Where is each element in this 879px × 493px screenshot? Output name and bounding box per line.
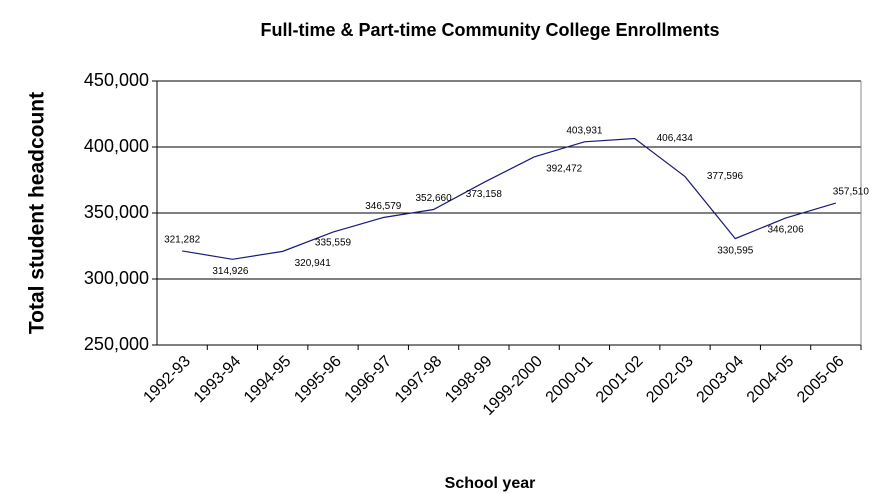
y-tick-label: 450,000 [84, 70, 149, 90]
value-label: 373,158 [466, 189, 503, 200]
value-label: 321,282 [164, 235, 201, 246]
x-tick-label: 1994-95 [241, 353, 295, 407]
value-label: 357,510 [833, 187, 870, 198]
x-tick-label: 2002-03 [643, 353, 697, 407]
value-label: 406,434 [657, 133, 694, 144]
x-tick-label: 2000-01 [543, 353, 597, 407]
line [182, 137, 837, 260]
value-label: 314,926 [212, 266, 249, 277]
x-tick-label: 1992-93 [140, 353, 194, 407]
value-label: 330,595 [717, 245, 754, 256]
y-tick-label: 300,000 [84, 268, 149, 288]
y-axis-title: Total student headcount [26, 92, 49, 334]
x-tick-label: 1997-98 [392, 353, 446, 407]
value-label: 403,931 [566, 125, 603, 136]
value-label: 377,596 [707, 171, 744, 182]
y-tick-label: 350,000 [84, 202, 149, 222]
x-tick-label: 2004-05 [744, 353, 798, 407]
value-label: 392,472 [546, 164, 583, 175]
x-tick-label: 1993-94 [191, 353, 245, 407]
x-tick-label: 2003-04 [694, 353, 748, 407]
x-axis-title: School year [445, 475, 536, 492]
value-label: 352,660 [415, 193, 452, 204]
value-label: 346,206 [767, 225, 804, 236]
chart-title: Full-time & Part-time Community College … [260, 20, 719, 40]
value-label: 346,579 [365, 201, 402, 212]
value-label: 335,559 [315, 238, 352, 249]
x-tick-label: 2005-06 [794, 353, 848, 407]
x-tick-label: 2001-02 [593, 353, 647, 407]
y-tick-label: 400,000 [84, 136, 149, 156]
x-tick-label: 1995-96 [291, 353, 345, 407]
y-tick-label: 250,000 [84, 334, 149, 354]
value-label: 320,941 [295, 258, 332, 269]
x-tick-label: 1996-97 [342, 353, 396, 407]
